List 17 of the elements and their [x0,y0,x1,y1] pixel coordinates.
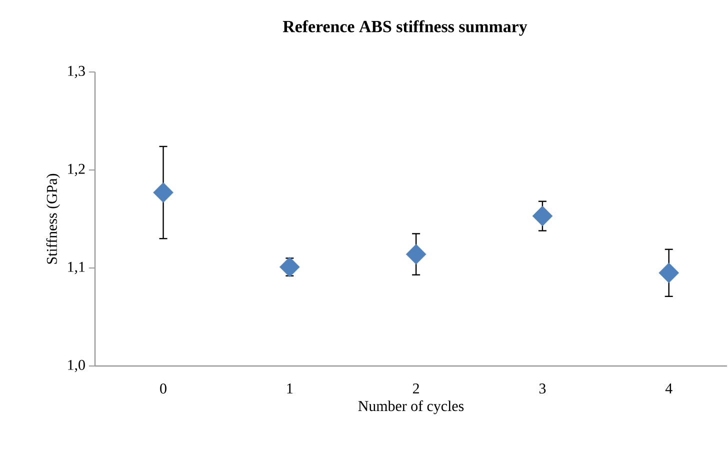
x-tick-label: 1 [287,384,293,394]
point [153,182,174,203]
y-tick-label: 1,0 [68,360,85,372]
point [279,256,300,278]
x-tick-label: 3 [539,384,546,394]
x-tick-label: 2 [412,384,419,394]
point [532,206,553,226]
point [406,244,426,264]
y-tick-label: 1,3 [68,66,85,78]
x-tick-label: 4 [665,384,672,394]
point [658,262,680,284]
y-axis-title: Stiffness (GPa) [46,174,60,264]
y-tick-label: 1,2 [68,164,85,176]
y-tick-label: 1,1 [68,262,85,274]
x-axis-title: Number of cycles [358,400,464,414]
x-tick-label: 0 [160,384,166,394]
chart-title: Reference ABS stiffness summary [282,20,528,36]
